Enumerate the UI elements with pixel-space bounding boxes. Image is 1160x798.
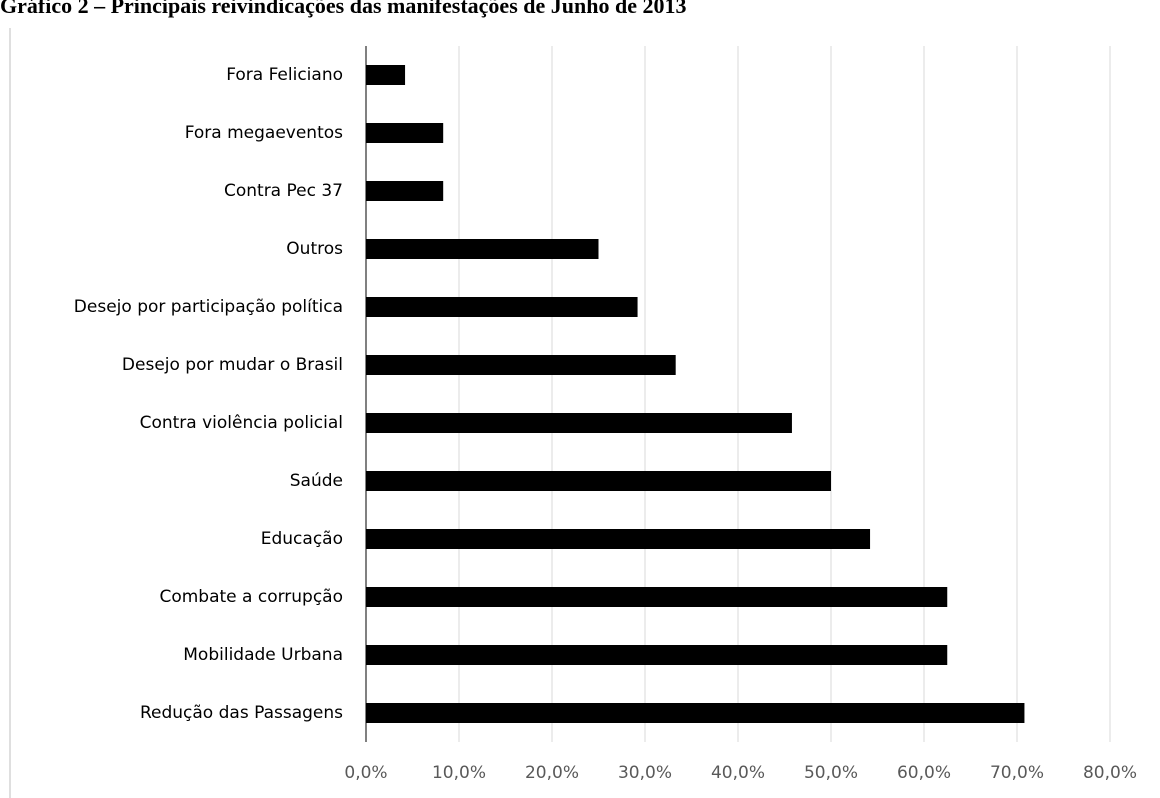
bar xyxy=(366,703,1025,723)
chart-title: Gráfico 2 – Principais reivindicações da… xyxy=(0,0,686,18)
x-tick-label: 20,0% xyxy=(525,763,579,783)
y-tick-label: Desejo por participação política xyxy=(74,297,343,317)
x-tick-label: 70,0% xyxy=(990,763,1044,783)
y-tick-label: Redução das Passagens xyxy=(140,703,343,723)
x-tick-label: 80,0% xyxy=(1083,763,1137,783)
y-tick-label: Contra Pec 37 xyxy=(224,181,343,201)
y-tick-label: Combate a corrupção xyxy=(159,587,343,607)
bar xyxy=(366,471,831,491)
bar xyxy=(366,65,406,85)
x-tick-label: 40,0% xyxy=(711,763,765,783)
bar xyxy=(366,413,792,433)
y-tick-label: Fora megaeventos xyxy=(185,123,343,143)
bar xyxy=(366,181,444,201)
bar xyxy=(366,529,871,549)
x-tick-label: 50,0% xyxy=(804,763,858,783)
bar xyxy=(366,239,599,259)
bar xyxy=(366,123,444,143)
y-tick-label: Mobilidade Urbana xyxy=(183,645,343,665)
x-tick-label: 10,0% xyxy=(432,763,486,783)
bar xyxy=(366,355,676,375)
y-tick-label: Educação xyxy=(261,529,343,549)
bar xyxy=(366,297,638,317)
x-tick-label: 30,0% xyxy=(618,763,672,783)
x-tick-label: 60,0% xyxy=(897,763,951,783)
y-tick-label: Contra violência policial xyxy=(140,413,343,433)
y-tick-label: Fora Feliciano xyxy=(226,65,343,85)
x-tick-label: 0,0% xyxy=(344,763,387,783)
y-tick-label: Outros xyxy=(286,239,343,259)
bar xyxy=(366,587,948,607)
y-tick-label: Saúde xyxy=(290,471,343,491)
y-tick-label: Desejo por mudar o Brasil xyxy=(122,355,343,375)
bar xyxy=(366,645,948,665)
